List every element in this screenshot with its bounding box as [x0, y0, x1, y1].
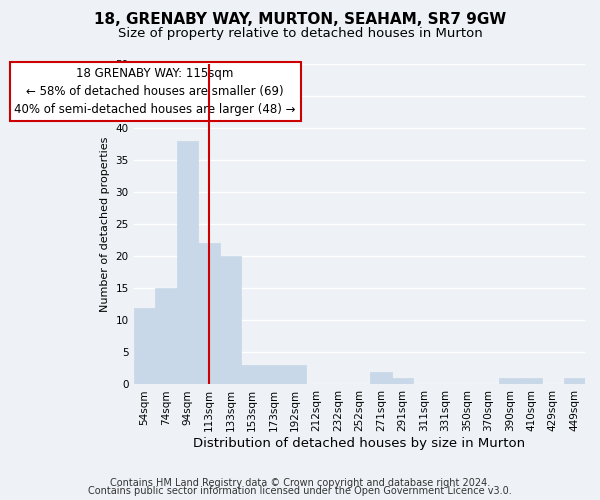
Bar — [370, 372, 392, 384]
Text: Contains HM Land Registry data © Crown copyright and database right 2024.: Contains HM Land Registry data © Crown c… — [110, 478, 490, 488]
Text: 18 GRENABY WAY: 115sqm
← 58% of detached houses are smaller (69)
40% of semi-det: 18 GRENABY WAY: 115sqm ← 58% of detached… — [14, 67, 296, 116]
Bar — [499, 378, 521, 384]
Text: Contains public sector information licensed under the Open Government Licence v3: Contains public sector information licen… — [88, 486, 512, 496]
Bar — [284, 365, 305, 384]
Bar — [521, 378, 542, 384]
Bar — [220, 256, 241, 384]
Text: 18, GRENABY WAY, MURTON, SEAHAM, SR7 9GW: 18, GRENABY WAY, MURTON, SEAHAM, SR7 9GW — [94, 12, 506, 28]
Bar — [155, 288, 176, 384]
Bar — [241, 365, 263, 384]
Y-axis label: Number of detached properties: Number of detached properties — [100, 136, 110, 312]
Bar — [263, 365, 284, 384]
Bar — [392, 378, 413, 384]
Bar — [176, 141, 198, 384]
Text: Size of property relative to detached houses in Murton: Size of property relative to detached ho… — [118, 28, 482, 40]
Bar — [134, 308, 155, 384]
Bar — [563, 378, 585, 384]
Bar — [198, 244, 220, 384]
X-axis label: Distribution of detached houses by size in Murton: Distribution of detached houses by size … — [193, 437, 526, 450]
